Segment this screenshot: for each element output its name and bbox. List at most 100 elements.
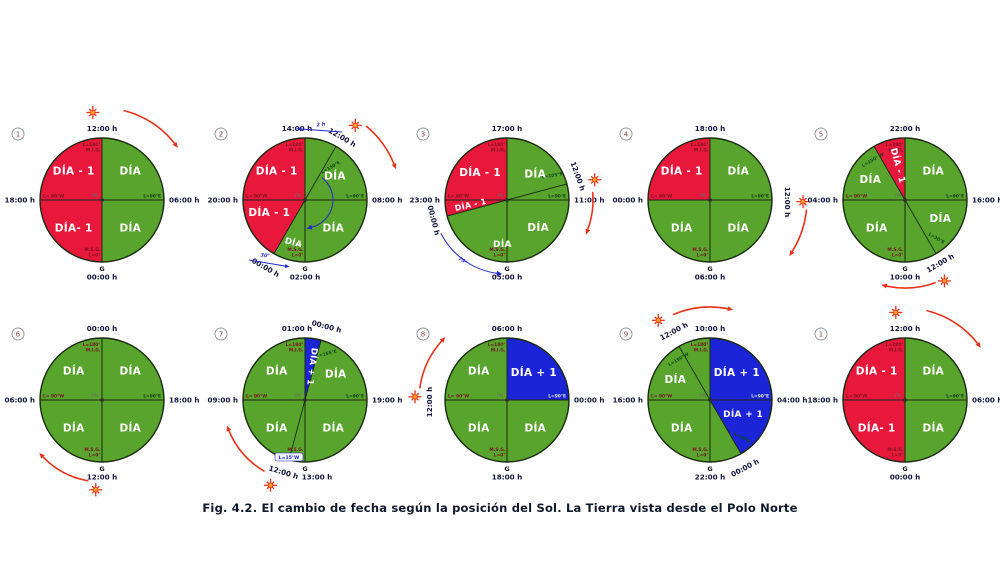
badge-number: 5: [819, 131, 823, 139]
sun-motion-arrow: [587, 191, 594, 231]
greenwich-label: G: [302, 465, 307, 473]
day-label: DÍA: [468, 365, 490, 378]
greenwich-meridian-label: L=0°: [697, 453, 709, 459]
west-meridian-label: L= 90°W: [651, 394, 672, 400]
time-label-top: 17:00 h: [492, 124, 523, 133]
greenwich-meridian-label: M.S.G.: [887, 247, 903, 253]
sun-motion-arrow: [791, 209, 808, 253]
sun-icon: [651, 313, 665, 327]
sun-motion-arrow-head: [881, 283, 888, 289]
sun-core: [655, 317, 661, 324]
time-label-left: 20:00 h: [208, 196, 239, 205]
pole-dot: [100, 398, 104, 402]
north-pole-label: PN: [700, 193, 706, 199]
greenwich-meridian-label: L=0°: [892, 253, 904, 259]
west-meridian-label: L= 90°W: [43, 194, 64, 200]
sun-core: [352, 122, 359, 129]
day-label: DÍA: [922, 421, 944, 434]
day-label: DÍA: [324, 170, 346, 183]
badge-number: 4: [624, 131, 629, 139]
earth-outline: [39, 337, 165, 463]
antimeridian-label: M.I.G.: [491, 148, 506, 154]
sun-icon: [89, 483, 103, 497]
day-label: DÍA: [63, 365, 85, 378]
time-label-top: 22:00 h: [890, 124, 921, 133]
rotation-annotation-text: 30°: [260, 252, 271, 259]
antimeridian-label: M.I.G.: [289, 348, 304, 354]
greenwich-label: G: [504, 265, 509, 273]
badge-number: 1: [819, 331, 823, 339]
pole-dot: [303, 398, 307, 402]
diagram-1: L=180°M.I.G. M.S.G.L=0° L= 90°W L=90°E PN DÍA…: [5, 105, 200, 282]
antimeridian-label: M.I.G.: [86, 348, 101, 354]
time-label-rotated: 12:00 h: [425, 387, 434, 418]
time-label-bottom: 06:00 h: [695, 273, 726, 282]
day-label: DÍA: [860, 173, 882, 186]
solar-meridian-pill-text: L=15°W: [279, 455, 300, 461]
west-meridian-label: L= 90°W: [846, 394, 867, 400]
diagram-number-badge: 4: [619, 127, 633, 141]
badge-circle: [814, 327, 828, 341]
rotation-annotation-text: 2 h: [316, 122, 326, 129]
rotation-annotation-text: 75°: [457, 256, 469, 267]
day-label: DÍA: [922, 165, 944, 178]
day-label: DÍA: [524, 168, 546, 181]
meridian-line-extra: [506, 183, 568, 201]
greenwich-meridian-label: L=0°: [89, 453, 101, 459]
earth-outline: [842, 337, 968, 463]
earth-outline: [842, 137, 968, 263]
earth-outline: [647, 337, 773, 463]
greenwich-label: G: [902, 465, 907, 473]
sun-core: [90, 109, 96, 116]
badge-circle: [11, 127, 25, 141]
east-meridian-label: L=90°E: [548, 194, 566, 200]
rotation-annotation-arrow: [248, 259, 286, 267]
day-label: DÍA: [322, 221, 344, 234]
day-label: DÍA: [322, 421, 344, 434]
greenwich-meridian-label: L=0°: [494, 453, 506, 459]
day-label: DÍA: [727, 165, 749, 178]
diagram-number-badge: 8: [416, 327, 430, 341]
time-label-left: 06:00 h: [5, 396, 36, 405]
time-label-left: 18:00 h: [5, 196, 36, 205]
time-label-rotated: 12:00 h: [783, 187, 792, 218]
antimeridian-label: L=180°: [83, 342, 101, 348]
badge-circle: [619, 127, 633, 141]
diagram-number-badge: 3: [416, 127, 430, 141]
time-label-top: 10:00 h: [695, 324, 726, 333]
pole-dot: [903, 398, 907, 402]
rotation-annotation-arrow: [300, 128, 343, 133]
west-meridian-label: L= 90°W: [246, 194, 267, 200]
time-label-top: 12:00 h: [890, 324, 921, 333]
west-meridian-label: L= 90°W: [448, 394, 469, 400]
north-pole-label: PN: [295, 193, 301, 199]
antimeridian-label: M.I.G.: [694, 148, 709, 154]
greenwich-label: G: [99, 265, 104, 273]
sun-core: [800, 198, 806, 205]
sun-motion-arrow-head: [39, 453, 45, 459]
sun-motion-arrow-head: [975, 341, 981, 348]
sun-icon: [348, 118, 362, 132]
diagram-7: L=165°EL=180°M.I.G.M.S.G.L=0°L= 90°WL=90…: [208, 318, 403, 492]
meridian-line-extra: [904, 199, 937, 254]
diagram-5: L=150° WL=30°EL=180°M.I.G.M.S.G.L=0°L= 9…: [808, 124, 1000, 289]
sun-core: [591, 177, 598, 183]
north-pole-label: PN: [92, 393, 98, 399]
badge-number: 8: [421, 331, 425, 339]
meridian-label: L=105°E: [541, 171, 563, 181]
time-label-top: 01:00 h: [282, 324, 313, 333]
sun-motion-arrow-head: [226, 425, 232, 432]
diagram-6: L=180°M.I.G. M.S.G.L=0° L= 90°W L=90°E PN DÍA…: [5, 324, 200, 497]
pole-dot: [505, 398, 509, 402]
badge-circle: [214, 327, 228, 341]
sun-motion-arrow-head: [789, 250, 795, 257]
east-meridian-label: L=90°E: [548, 394, 566, 400]
sun-motion-arrow: [885, 281, 936, 289]
sun-core: [893, 309, 899, 316]
sun-motion-arrow: [419, 340, 443, 389]
antimeridian-label: L=180°: [886, 342, 904, 348]
rotation-annotation-arc: [440, 233, 498, 274]
north-pole-label: PN: [295, 393, 301, 399]
north-pole-label: PN: [497, 393, 503, 399]
